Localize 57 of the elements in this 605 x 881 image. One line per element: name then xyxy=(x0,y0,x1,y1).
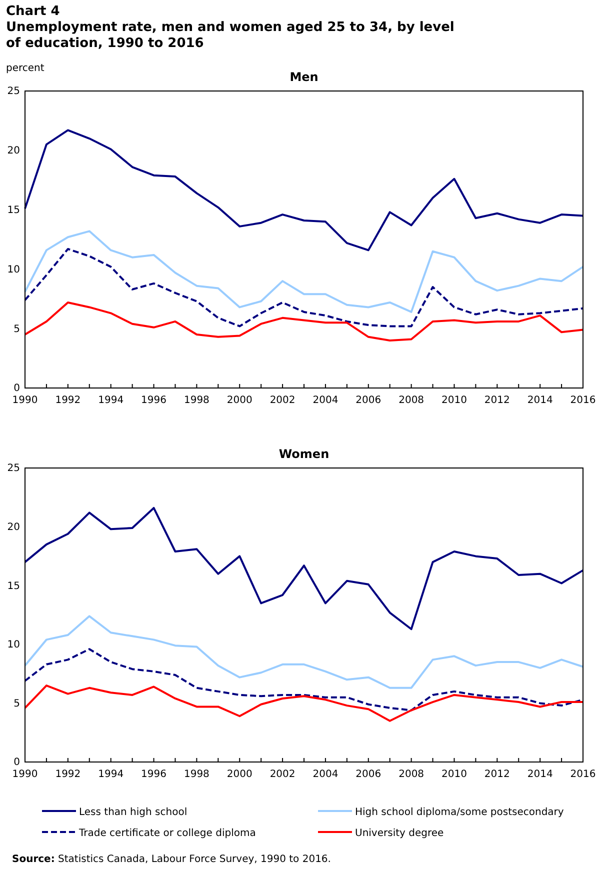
legend-label: University degree xyxy=(355,828,444,839)
line-series xyxy=(24,615,584,689)
x-tick-label: 2012 xyxy=(484,769,510,780)
y-tick-label: 25 xyxy=(7,86,20,98)
x-tick-label: 2012 xyxy=(484,395,510,406)
x-tick-label: 1992 xyxy=(55,395,81,406)
x-tick-label: 2002 xyxy=(270,769,296,780)
x-tick-label: 1992 xyxy=(55,769,81,780)
y-tick-label: 15 xyxy=(7,205,20,216)
y-tick-label: 10 xyxy=(7,640,20,651)
x-tick-label: 2014 xyxy=(527,395,553,406)
line-series xyxy=(24,301,584,342)
line-series xyxy=(24,230,584,313)
x-tick-label: 2016 xyxy=(570,395,596,406)
legend-label: Trade certificate or college diploma xyxy=(78,828,256,839)
y-tick-label: 0 xyxy=(14,757,20,768)
x-tick-label: 1998 xyxy=(184,395,210,406)
text: Unemployment rate, men and women aged 25 to 34, by level of education, 1990 to 2016 xyxy=(6,20,454,51)
y-tick-label: 10 xyxy=(7,264,20,276)
y-tick-label: 20 xyxy=(7,522,20,533)
x-tick-label: 2006 xyxy=(356,769,382,780)
x-tick-label: 2016 xyxy=(570,769,596,780)
y-tick-label: 5 xyxy=(14,698,20,710)
x-tick-label: 2010 xyxy=(442,769,467,780)
x-tick-label: 1994 xyxy=(98,769,124,780)
chart-title: Women xyxy=(278,447,330,461)
x-tick-label: 2008 xyxy=(398,395,424,406)
x-tick-label: 2014 xyxy=(527,769,553,780)
x-tick-label: 2010 xyxy=(442,395,467,406)
x-tick-label: 2000 xyxy=(226,769,252,780)
line-series xyxy=(24,129,584,252)
y-tick-label: 15 xyxy=(7,580,20,592)
x-tick-label: 1990 xyxy=(12,769,38,780)
caption: Chart 4 xyxy=(6,4,60,19)
x-tick-label: 2004 xyxy=(312,395,338,406)
line-series xyxy=(24,248,584,328)
y-tick-label: 25 xyxy=(7,463,20,474)
y-axis-title: percent xyxy=(6,63,44,74)
x-tick-label: 2000 xyxy=(226,395,252,406)
y-tick-label: 20 xyxy=(7,146,20,157)
x-tick-label: 1994 xyxy=(98,395,124,406)
y-tick-label: 5 xyxy=(14,324,20,335)
x-tick-label: 2002 xyxy=(270,395,296,406)
legend-label: High school diploma/some postsecondary xyxy=(355,807,564,818)
x-tick-label: 1996 xyxy=(141,769,166,780)
x-tick-label: 2008 xyxy=(398,769,424,780)
x-tick-label: 1990 xyxy=(12,395,38,406)
line-series xyxy=(24,684,584,722)
x-tick-label: 2006 xyxy=(356,395,382,406)
x-tick-label: 2004 xyxy=(312,769,338,780)
chart-title: Men xyxy=(290,70,318,84)
x-tick-label: 1996 xyxy=(141,395,166,406)
y-tick-label: 0 xyxy=(14,383,20,394)
source-note: Source: Statistics Canada, Labour Force Survey, 1990 to 2016. xyxy=(12,854,331,865)
x-tick-label: 1998 xyxy=(184,769,210,780)
legend-label: Less than high school xyxy=(79,807,188,818)
line-series xyxy=(24,506,584,630)
